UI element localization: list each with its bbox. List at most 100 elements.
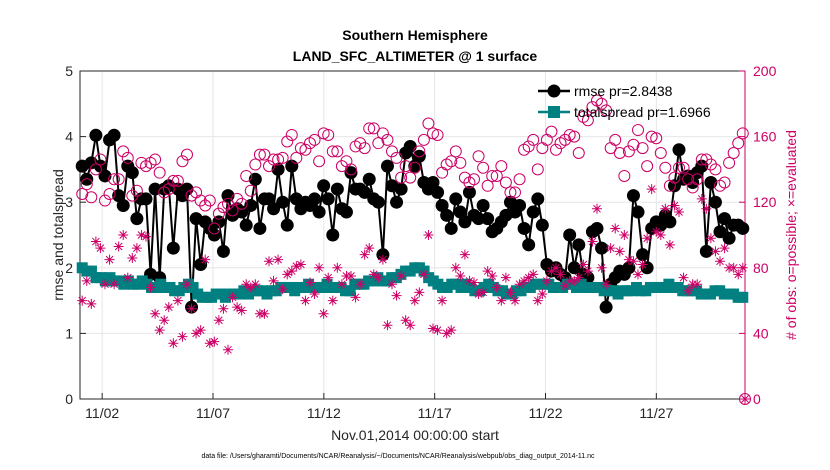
obs-evaluated-point (122, 272, 133, 283)
obs-evaluated-point (646, 184, 657, 195)
rmse-point (435, 198, 449, 212)
obs-evaluated-point (519, 275, 530, 286)
rmse-point (216, 244, 230, 258)
rmse-point (280, 218, 294, 232)
rmse-point (403, 139, 417, 153)
obs-possible-point (691, 173, 704, 186)
rmse-point (453, 205, 467, 219)
obs-possible-point (385, 145, 398, 158)
obs-possible-point (249, 158, 262, 171)
obs-evaluated-point (391, 290, 402, 301)
rmse-point (440, 208, 454, 222)
obs-evaluated-point (733, 269, 744, 280)
obs-evaluated-point (655, 230, 666, 240)
obs-possible-point (673, 161, 686, 174)
obs-evaluated-point (163, 302, 174, 313)
x-tick-label: 11/07 (196, 405, 230, 421)
obs-possible-point (358, 142, 371, 155)
obs-possible-point (285, 128, 298, 141)
obs-evaluated-point (610, 223, 621, 234)
obs-possible-point (677, 161, 690, 174)
obs-evaluated-point (578, 259, 589, 270)
rmse-point (631, 205, 645, 219)
obs-possible-point (495, 160, 508, 173)
rmse-point (458, 215, 472, 229)
obs-evaluated-point (491, 282, 502, 293)
x-tick-label: 11/27 (639, 405, 673, 421)
obs-evaluated-point (382, 320, 393, 331)
rmse-point (80, 172, 94, 186)
obs-evaluated-point (359, 249, 370, 260)
obs-evaluated-point (623, 254, 634, 265)
y-axis-label-left: rmse and totalspread (50, 169, 66, 301)
obs-evaluated-point (605, 243, 616, 254)
data-file-annotation: data file: /Users/gharamti/Documents/NCA… (201, 453, 595, 460)
rmse-point (708, 195, 722, 209)
obs-evaluated-point (222, 344, 233, 355)
obs-evaluated-point (482, 266, 493, 277)
chart-title: Southern Hemisphere (342, 27, 488, 43)
rmse-point (699, 244, 713, 258)
obs-possible-point (613, 147, 626, 159)
obs-evaluated-point (528, 269, 539, 280)
obs-evaluated-point (150, 308, 161, 319)
obs-possible-point (395, 171, 408, 184)
obs-possible-point (595, 97, 608, 110)
obs-evaluated-point (172, 295, 183, 306)
obs-evaluated-point (614, 246, 625, 257)
obs-evaluated-point (487, 271, 498, 281)
obs-possible-point (609, 133, 622, 146)
rmse-point (326, 228, 340, 242)
obs-possible-point (153, 166, 166, 179)
obs-evaluated-point (582, 266, 593, 277)
rmse-point (239, 218, 253, 232)
obs-evaluated-point (145, 282, 156, 293)
y-tick-label-right: 40 (753, 325, 769, 341)
rmse-point (449, 192, 463, 206)
x-tick-label: 11/02 (85, 405, 119, 421)
obs-possible-point (509, 186, 522, 199)
rmse-point (358, 185, 372, 199)
rmse-point (522, 238, 536, 252)
obs-evaluated-point (90, 236, 101, 247)
obs-evaluated-point (373, 272, 384, 283)
obs-evaluated-point (200, 254, 211, 265)
obs-possible-point (363, 122, 376, 135)
obs-possible-point (449, 145, 462, 158)
obs-evaluated-point (701, 203, 712, 214)
obs-possible-point (390, 151, 403, 164)
obs-evaluated-point (213, 315, 224, 326)
y-tick-label-right: 120 (753, 194, 777, 210)
obs-possible-point (472, 150, 485, 163)
rmse-point (339, 205, 353, 219)
rmse-point (462, 185, 476, 199)
obs-evaluated-point (186, 303, 197, 314)
rmse-point (130, 212, 144, 226)
rmse-point (125, 166, 139, 180)
obs-zero-marker-star (740, 394, 750, 404)
y-tick-label-left: 5 (65, 63, 73, 79)
rmse-point (380, 159, 394, 173)
obs-possible-point (290, 151, 303, 164)
obs-possible-point (276, 151, 289, 164)
obs-possible-point (117, 145, 130, 158)
obs-evaluated-point (523, 272, 534, 283)
obs-evaluated-point (77, 295, 88, 306)
y-tick-label-left: 3 (65, 194, 73, 210)
axis-ticks: 11/02 11/07 11/12 11/17 11/22 11/27 0 1 2 3 4 5 0 40 8… (65, 63, 776, 421)
rmse-point (663, 215, 677, 229)
obs-evaluated-point (314, 262, 325, 273)
rmse-point (535, 218, 549, 232)
obs-possible-point (413, 145, 426, 158)
obs-evaluated-point (546, 266, 557, 277)
obs-possible-point (381, 133, 394, 146)
rmse-point (116, 198, 130, 212)
rmse-point (718, 212, 732, 226)
y-tick-label-left: 1 (65, 325, 73, 341)
obs-possible-point (545, 125, 558, 138)
obs-possible-point (281, 135, 294, 148)
obs-possible-point (367, 122, 380, 135)
obs-evaluated-point (195, 325, 206, 336)
obs-possible-point (581, 114, 594, 127)
obs-possible-point (121, 151, 134, 164)
